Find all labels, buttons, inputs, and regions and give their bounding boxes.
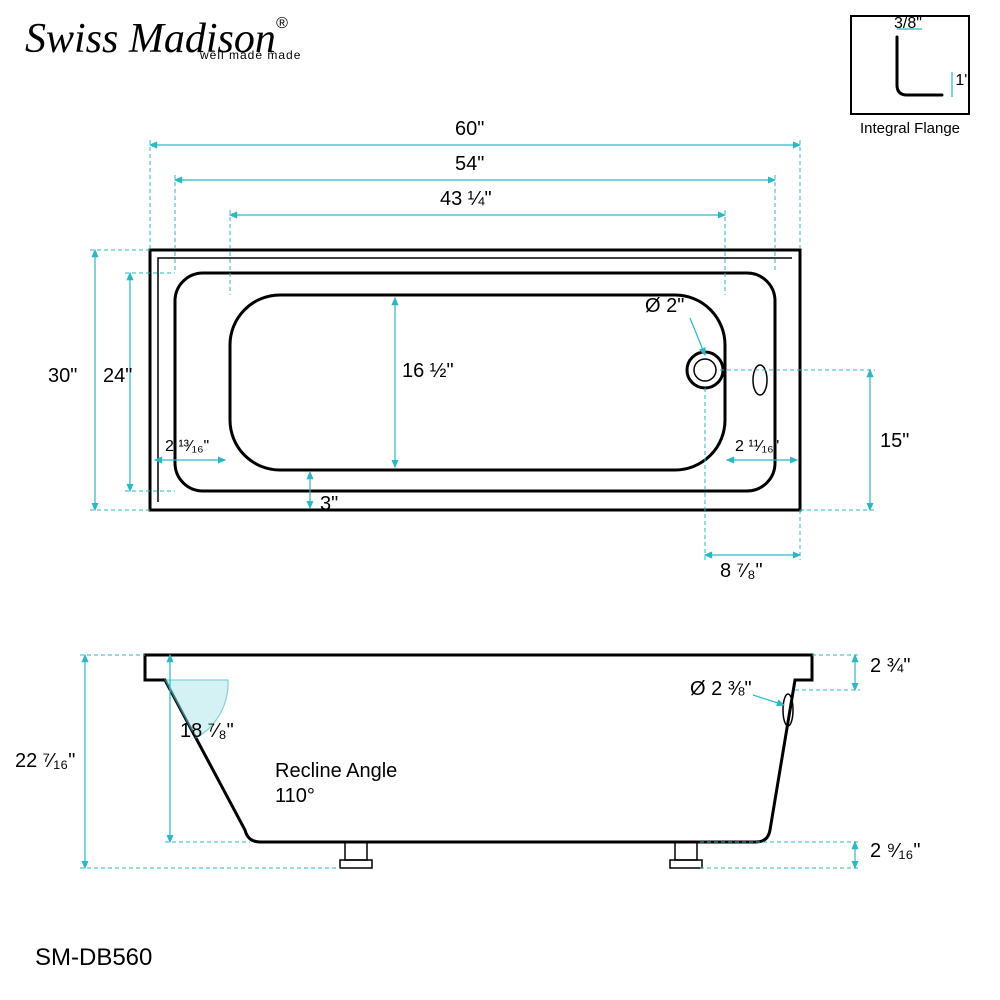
dim-24: 24"	[103, 365, 132, 388]
dim-30: 30"	[48, 365, 77, 388]
model-number: SM-DB560	[35, 944, 152, 972]
recline-angle: 110°	[275, 785, 315, 808]
dim-15: 15"	[880, 430, 909, 453]
dim-2-9-16: 2 ⁹⁄₁₆"	[870, 840, 921, 863]
dim-overflow-dia: Ø 2 ⅜"	[690, 678, 752, 701]
dim-22-7-16: 22 ⁷⁄₁₆"	[15, 750, 75, 773]
dim-60: 60"	[455, 118, 484, 141]
dim-54: 54"	[455, 153, 484, 176]
dim-18-7-8: 18 ⁷⁄₈"	[180, 720, 234, 743]
technical-drawing	[0, 0, 1000, 1000]
dim-16: 16 ½"	[402, 360, 454, 383]
dim-2-11-16: 2 ¹¹⁄₁₆"	[735, 438, 779, 456]
dim-43: 43 ¼"	[440, 188, 492, 211]
dim-3: 3"	[320, 493, 338, 516]
recline-label: Recline Angle	[275, 760, 397, 783]
dim-2-13-16: 2 ¹³⁄₁₆"	[165, 438, 209, 456]
dim-2-3-4: 2 ¾"	[870, 655, 910, 678]
dim-8-7-8: 8 ⁷⁄₈"	[720, 560, 763, 583]
dim-drain-dia: Ø 2"	[645, 295, 684, 318]
